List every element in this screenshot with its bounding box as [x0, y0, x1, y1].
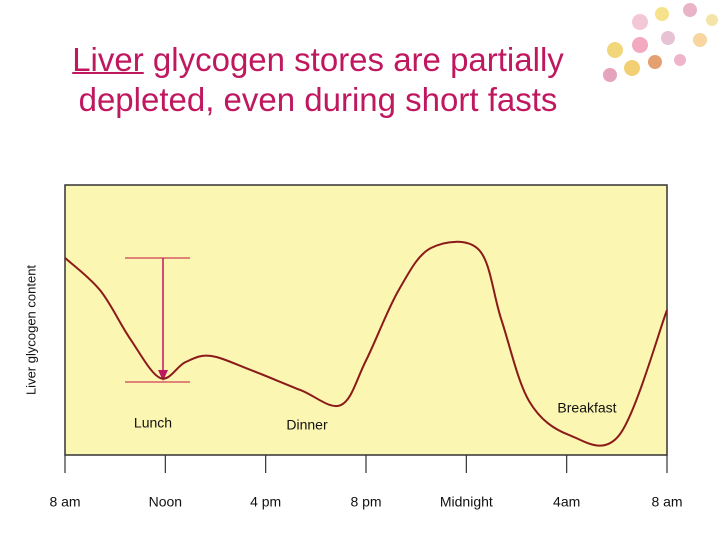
- x-tick-label: 4 pm: [250, 494, 281, 510]
- x-tick-label: Noon: [149, 494, 182, 510]
- x-tick-label: 4am: [553, 494, 580, 510]
- meal-annotation: Lunch: [134, 415, 172, 431]
- x-tick-label: 8 am: [49, 494, 80, 510]
- meal-annotation: Dinner: [286, 417, 328, 433]
- candy-decoration: [603, 3, 718, 82]
- glycogen-line: [64, 240, 668, 447]
- x-tick-label: Midnight: [440, 494, 493, 510]
- x-tick-label: 8 pm: [350, 494, 381, 510]
- depletion-arrow: [125, 257, 190, 383]
- title-rest: glycogen stores are partially depleted, …: [78, 41, 564, 118]
- x-tick-label: 8 am: [651, 494, 682, 510]
- title-underlined: Liver: [72, 41, 144, 78]
- y-axis-label: Liver glycogen content: [23, 265, 38, 395]
- slide-title: Liver glycogen stores are partially depl…: [18, 40, 618, 120]
- plot-area: [64, 184, 668, 456]
- meal-annotation: Breakfast: [557, 400, 616, 416]
